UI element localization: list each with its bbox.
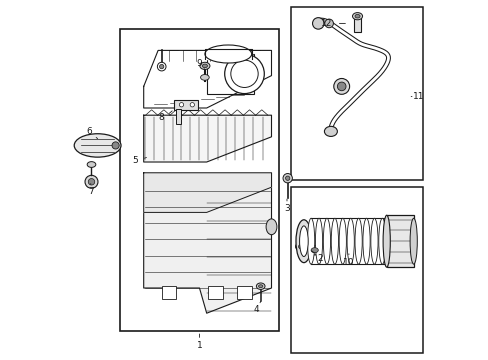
Ellipse shape — [295, 242, 308, 251]
Polygon shape — [143, 173, 271, 313]
Ellipse shape — [285, 176, 289, 180]
Ellipse shape — [295, 220, 311, 263]
Ellipse shape — [352, 13, 362, 20]
Bar — [386, 215, 413, 267]
Ellipse shape — [87, 162, 96, 167]
Ellipse shape — [159, 64, 163, 69]
Ellipse shape — [307, 218, 314, 264]
Polygon shape — [143, 115, 271, 162]
Bar — [354, 18, 360, 32]
Text: 6: 6 — [86, 127, 92, 136]
Bar — [291, 187, 422, 353]
Ellipse shape — [370, 218, 377, 264]
Ellipse shape — [258, 285, 263, 288]
Ellipse shape — [179, 103, 183, 107]
Text: 12: 12 — [320, 19, 331, 28]
Ellipse shape — [310, 248, 318, 253]
Ellipse shape — [74, 134, 121, 157]
Ellipse shape — [362, 218, 369, 264]
Text: 9: 9 — [196, 59, 202, 68]
Ellipse shape — [333, 78, 349, 94]
Ellipse shape — [200, 62, 209, 69]
Ellipse shape — [409, 218, 416, 264]
Text: 5: 5 — [132, 156, 137, 165]
Bar — [237, 286, 251, 299]
Ellipse shape — [283, 174, 292, 183]
Bar — [291, 7, 422, 180]
Ellipse shape — [339, 218, 346, 264]
Ellipse shape — [85, 175, 98, 188]
Ellipse shape — [337, 82, 346, 91]
Ellipse shape — [354, 218, 362, 264]
Text: 2: 2 — [317, 254, 322, 263]
Ellipse shape — [204, 45, 251, 63]
Ellipse shape — [312, 18, 324, 29]
Bar — [174, 100, 197, 110]
Text: 7: 7 — [88, 187, 94, 196]
Ellipse shape — [324, 19, 333, 28]
Ellipse shape — [382, 215, 389, 267]
Ellipse shape — [265, 219, 276, 235]
Polygon shape — [143, 173, 271, 212]
Ellipse shape — [346, 218, 354, 264]
Text: 10: 10 — [343, 258, 354, 266]
Ellipse shape — [224, 54, 264, 94]
Ellipse shape — [88, 179, 95, 185]
Text: 11: 11 — [412, 92, 423, 101]
Ellipse shape — [299, 226, 307, 256]
Ellipse shape — [202, 64, 207, 68]
Ellipse shape — [200, 75, 209, 80]
Text: 4: 4 — [253, 305, 258, 314]
Bar — [176, 109, 181, 124]
Ellipse shape — [230, 60, 258, 87]
Ellipse shape — [307, 246, 321, 255]
Ellipse shape — [190, 103, 194, 107]
Text: 1: 1 — [196, 341, 202, 350]
Ellipse shape — [298, 244, 305, 249]
Polygon shape — [204, 49, 251, 59]
Ellipse shape — [354, 14, 359, 18]
Bar — [206, 54, 253, 94]
Text: 3: 3 — [284, 204, 289, 213]
Ellipse shape — [256, 283, 264, 289]
Bar — [120, 29, 278, 331]
Ellipse shape — [323, 218, 330, 264]
Polygon shape — [143, 50, 271, 108]
Ellipse shape — [112, 142, 119, 149]
Ellipse shape — [315, 218, 322, 264]
Bar — [162, 286, 176, 299]
Text: 8: 8 — [159, 113, 164, 122]
Ellipse shape — [378, 218, 385, 264]
Ellipse shape — [157, 62, 166, 71]
Ellipse shape — [324, 126, 337, 136]
Bar — [208, 286, 223, 299]
Ellipse shape — [330, 218, 338, 264]
